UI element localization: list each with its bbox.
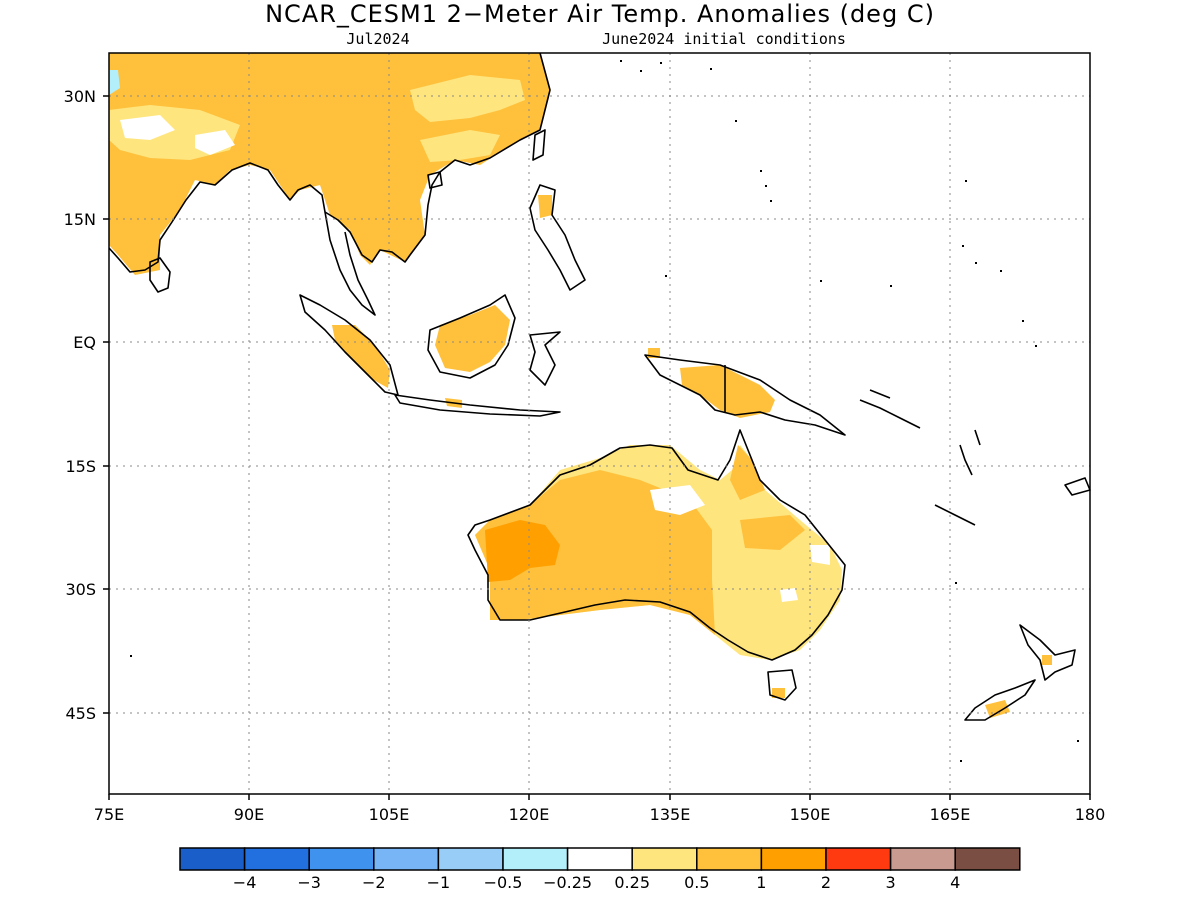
gridlines	[109, 53, 1090, 794]
pacific-islands	[130, 60, 1079, 762]
lon-tick-label: 105E	[369, 805, 410, 824]
borneo-warm-patch	[435, 305, 510, 372]
lon-tick-label: 180	[1075, 805, 1106, 824]
colorbar-swatch	[954, 847, 1021, 871]
colorbar-swatch	[889, 847, 956, 871]
colorbar-swatch	[502, 847, 569, 871]
map-frame	[108, 52, 1091, 795]
anomaly-shading	[109, 53, 1052, 718]
longitude-labels: 75E 90E 105E 120E 135E 150E 165E 180	[94, 805, 1106, 824]
new-zealand-warm-patch	[1042, 655, 1052, 665]
colorbar-label: 2	[821, 873, 831, 892]
malay-peninsula-coastline	[324, 211, 376, 316]
lat-tick-label: 15S	[65, 457, 96, 476]
sri-lanka-coastline	[149, 257, 171, 293]
philippines-coastline	[529, 184, 586, 291]
asia-cool-patch	[109, 70, 120, 95]
asia-white-patch	[120, 115, 175, 140]
new-zealand-north-coastline	[1019, 624, 1076, 681]
sumatra-warm-patch	[332, 325, 390, 388]
new-guinea-warm-patch	[680, 365, 775, 418]
lat-tick-label: 30S	[65, 580, 96, 599]
lon-tick-label: 75E	[94, 805, 124, 824]
colorbar-label: 1	[756, 873, 766, 892]
lon-tick-label: 90E	[234, 805, 264, 824]
new-caledonia-coastline	[934, 504, 976, 526]
colorbar-label: 3	[886, 873, 896, 892]
colorbar-label: −0.5	[484, 873, 523, 892]
australia-white-patch	[650, 485, 705, 515]
colorbar-swatch	[825, 847, 892, 871]
asia-coastline	[108, 52, 551, 273]
coastlines	[108, 52, 1091, 721]
colorbar-label: −3	[297, 873, 321, 892]
australia-coastline	[467, 429, 846, 661]
colorbar-swatch	[566, 847, 633, 871]
colorbar-swatch	[243, 847, 310, 871]
lon-tick-label: 165E	[930, 805, 971, 824]
java-coastline	[394, 394, 561, 417]
asia-light-patch	[420, 130, 500, 162]
colorbar-label: −1	[427, 873, 451, 892]
colorbar-swatch	[437, 847, 504, 871]
colorbar-label: −0.25	[543, 873, 592, 892]
australia-warm-patch-east	[740, 515, 805, 550]
borneo-coastline	[427, 294, 516, 379]
sulawesi-coastline	[529, 331, 561, 386]
tick-marks	[103, 95, 1091, 800]
colorbar: −4 −3 −2 −1 −0.5 −0.25 0.25 0.5 1 2 3 4	[179, 847, 1021, 892]
philippines-warm-patch	[538, 195, 552, 218]
lat-tick-label: 15N	[64, 210, 96, 229]
sumatra-coastline	[299, 294, 399, 396]
lat-tick-label: 30N	[64, 87, 96, 106]
colorbar-label: 0.5	[684, 873, 709, 892]
initial-conditions-label: June2024 initial conditions	[602, 30, 846, 48]
australia-white-patch	[810, 545, 830, 565]
colorbar-swatch	[631, 847, 698, 871]
australia-warm-region	[475, 470, 715, 635]
colorbar-label: −2	[362, 873, 386, 892]
australia-hot-core	[485, 520, 560, 582]
hainan-coastline	[427, 171, 443, 189]
lon-tick-label: 135E	[650, 805, 691, 824]
australia-warm-patch-east	[730, 445, 765, 500]
vanuatu-coastline	[959, 429, 981, 476]
asia-white-patch	[195, 130, 235, 155]
solomon-islands-coastline	[859, 389, 921, 429]
figure-title: NCAR_CESM1 2−Meter Air Temp. Anomalies (…	[265, 0, 935, 28]
asia-light-patch	[410, 75, 525, 122]
colorbar-swatch	[179, 847, 246, 871]
lat-tick-label: EQ	[73, 333, 96, 352]
new-guinea-coastline	[644, 354, 846, 436]
colorbar-swatch	[308, 847, 375, 871]
tasmania-warm-patch	[772, 688, 785, 698]
lon-tick-label: 150E	[790, 805, 831, 824]
colorbar-label: 4	[950, 873, 960, 892]
lon-tick-label: 120E	[509, 805, 550, 824]
colorbar-label: −4	[233, 873, 257, 892]
colorbar-swatch	[696, 847, 763, 871]
new-zealand-south-coastline	[964, 679, 1036, 721]
colorbar-swatch	[760, 847, 827, 871]
australia-white-patch	[780, 588, 798, 602]
map-panel: 75E 90E 105E 120E 135E 150E 165E 180 30N…	[64, 52, 1106, 824]
colorbar-label: 0.25	[614, 873, 650, 892]
taiwan-coastline	[532, 129, 546, 161]
tasmania-coastline	[767, 669, 797, 701]
valid-month-label: Jul2024	[346, 30, 409, 48]
colorbar-swatch	[373, 847, 440, 871]
latitude-labels: 30N 15N EQ 15S 30S 45S	[64, 87, 96, 723]
lat-tick-label: 45S	[65, 704, 96, 723]
